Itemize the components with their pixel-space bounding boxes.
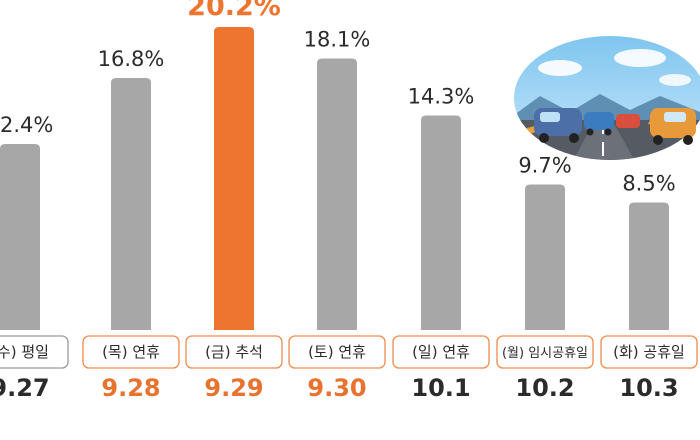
date-label: 9.28 xyxy=(101,374,160,402)
day-tag-label: (월) 임시공휴일 xyxy=(502,346,588,361)
date-label: 9.30 xyxy=(307,374,366,402)
day-tag-label: (수) 평일 xyxy=(0,343,49,361)
bar-9.28 xyxy=(111,78,151,330)
date-label: 9.27 xyxy=(0,374,50,402)
value-label: 8.5% xyxy=(622,172,675,196)
day-tag xyxy=(600,335,698,369)
bar-10.3 xyxy=(629,202,669,330)
date-label: 9.29 xyxy=(204,374,263,402)
bar-9.30 xyxy=(317,58,357,330)
bar-9.29 xyxy=(214,27,254,330)
bar-10.2 xyxy=(525,184,565,330)
bar-9.27 xyxy=(0,144,40,330)
day-tag xyxy=(82,335,180,369)
day-tag xyxy=(392,335,490,369)
day-tag-label: (금) 추석 xyxy=(205,343,263,361)
day-tag xyxy=(288,335,386,369)
date-label: 10.2 xyxy=(515,374,574,402)
highway-cars-icon xyxy=(514,36,700,160)
date-label: 10.1 xyxy=(411,374,470,402)
day-tag xyxy=(496,335,594,369)
day-tag xyxy=(185,335,283,369)
value-label: 14.3% xyxy=(408,85,475,109)
value-label: 20.2% xyxy=(187,0,281,22)
day-tag xyxy=(0,335,69,369)
value-label: 12.4% xyxy=(0,113,53,137)
value-label: 16.8% xyxy=(98,47,165,71)
day-tag-label: (일) 연휴 xyxy=(412,343,470,361)
value-label: 18.1% xyxy=(304,28,371,52)
day-tag-label: (목) 연휴 xyxy=(102,343,160,361)
day-tag-label: (토) 연휴 xyxy=(308,343,366,361)
day-tag-label: (화) 공휴일 xyxy=(613,343,685,361)
bar-10.1 xyxy=(421,115,461,330)
date-label: 10.3 xyxy=(619,374,678,402)
value-label: 9.7% xyxy=(518,154,571,178)
